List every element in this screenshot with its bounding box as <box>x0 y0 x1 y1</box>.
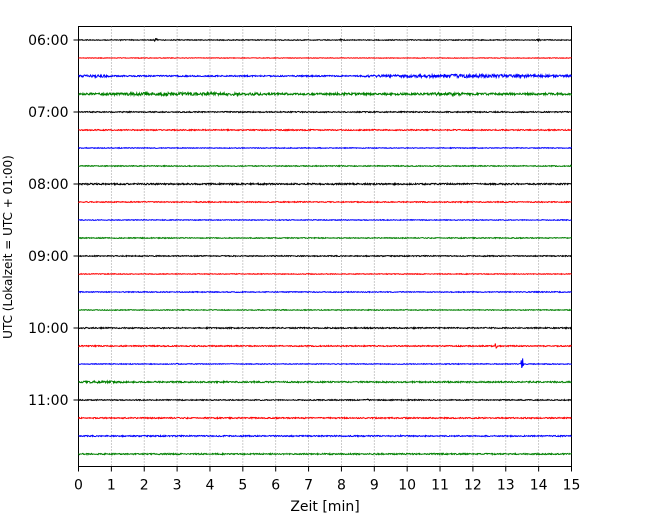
trace-line-0900 <box>78 254 572 258</box>
y-axis-label: UTC (Lokalzeit = UTC + 01:00) <box>1 155 15 339</box>
x-tick-label: 15 <box>563 478 581 494</box>
x-tick-label: 6 <box>271 478 280 494</box>
trace-line-0615 <box>78 56 572 60</box>
trace-line-1115 <box>78 416 572 420</box>
trace-line-1015 <box>78 343 572 349</box>
x-tick-label: 7 <box>304 478 313 494</box>
y-tick-label: 07:00 <box>28 105 68 121</box>
trace-group <box>78 37 572 457</box>
trace-line-0630 <box>78 72 572 80</box>
x-axis-ticks: 0 1 2 3 4 5 6 7 8 9 10 11 12 13 14 15 <box>74 466 581 494</box>
y-tick-label: 08:00 <box>28 177 68 193</box>
trace-line-1100 <box>78 398 572 402</box>
trace-line-1145 <box>78 451 572 457</box>
trace-line-0745 <box>78 164 572 168</box>
trace-line-0700 <box>78 110 572 114</box>
trace-line-0915 <box>78 272 572 276</box>
trace-line-0645 <box>78 90 572 98</box>
y-tick-label: 11:00 <box>28 393 68 409</box>
y-axis-ticks: 06:00 07:00 08:00 09:00 10:00 11:00 <box>28 33 79 409</box>
trace-line-1130 <box>78 433 572 438</box>
trace-line-1000 <box>78 326 572 330</box>
x-tick-label: 9 <box>370 478 379 494</box>
x-tick-label: 2 <box>140 478 149 494</box>
trace-line-1045 <box>78 379 572 385</box>
x-tick-label: 13 <box>497 478 515 494</box>
x-tick-label: 1 <box>107 478 116 494</box>
y-tick-label: 06:00 <box>28 33 68 49</box>
trace-line-0845 <box>78 236 572 240</box>
y-tick-label: 10:00 <box>28 321 68 337</box>
x-tick-label: 14 <box>530 478 548 494</box>
x-tick-label: 12 <box>464 478 482 494</box>
trace-line-0815 <box>78 200 572 204</box>
trace-line-0930 <box>78 290 572 294</box>
trace-line-0600 <box>78 37 572 43</box>
x-tick-label: 10 <box>398 478 416 494</box>
x-tick-label: 5 <box>238 478 247 494</box>
plot-area-frame <box>78 26 572 467</box>
trace-line-0945 <box>78 308 572 312</box>
grid-lines <box>110 26 540 467</box>
x-tick-label: 8 <box>337 478 346 494</box>
trace-line-0730 <box>78 146 572 150</box>
trace-line-0830 <box>78 218 572 222</box>
x-tick-label: 0 <box>74 478 83 494</box>
x-tick-label: 4 <box>206 478 215 494</box>
x-tick-label: 11 <box>431 478 449 494</box>
trace-line-0800 <box>78 181 572 187</box>
y-tick-label: 09:00 <box>28 249 68 265</box>
x-axis-label: Zeit [min] <box>290 499 359 515</box>
x-tick-label: 3 <box>173 478 182 494</box>
trace-line-1030 <box>78 358 572 369</box>
trace-line-0715 <box>78 128 572 132</box>
